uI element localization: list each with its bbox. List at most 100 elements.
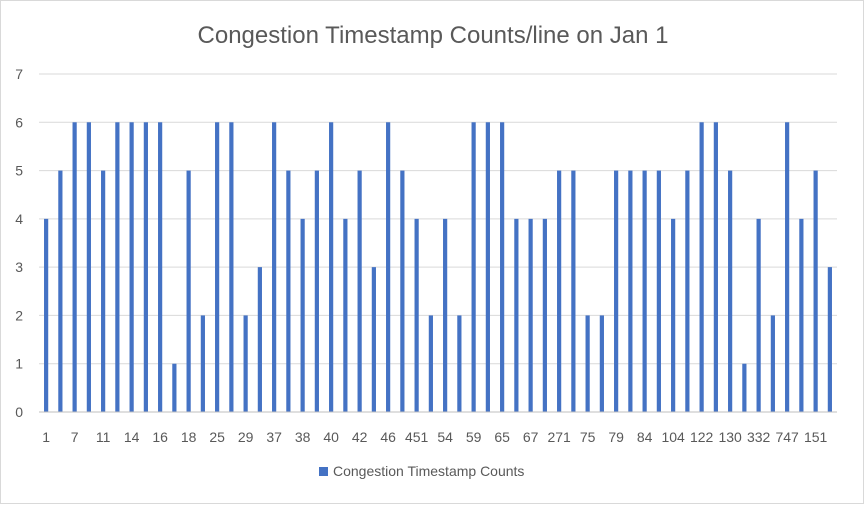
y-tick-label: 6 [15,114,23,130]
x-tick-label: 451 [405,429,429,445]
bar [699,122,704,413]
bar [314,170,319,412]
bar [243,315,248,412]
x-tick-label: 38 [295,429,311,445]
bar [443,218,448,412]
bar [129,122,134,413]
bar [528,218,533,412]
x-axis-tick-labels: 1 7 11 14 16 18 25 29 37 38 40 42 46 451 54 59 65 67 271 75… [42,429,827,445]
x-tick-label: 104 [661,429,685,445]
x-tick-label: 747 [775,429,799,445]
x-tick-label: 14 [124,429,140,445]
y-tick-label: 3 [15,259,23,275]
bar [514,218,519,412]
x-tick-label: 29 [238,429,254,445]
bar [571,170,576,412]
bar [813,170,818,412]
x-tick-label: 16 [152,429,168,445]
bar [300,218,305,412]
x-tick-label: 130 [718,429,742,445]
x-tick-label: 18 [181,429,197,445]
bar [215,122,220,413]
y-tick-label: 1 [15,356,23,372]
bar [286,170,291,412]
y-axis-tick-labels: 0 1 2 3 4 5 6 7 [15,66,23,420]
legend: Congestion Timestamp Counts [319,463,524,479]
bar [158,122,163,413]
bar [101,170,106,412]
bar [200,315,205,412]
legend-swatch [319,467,328,476]
bar [58,170,63,412]
chart-title: Congestion Timestamp Counts/line on Jan … [198,22,669,49]
x-tick-label: 46 [380,429,396,445]
x-tick-label: 59 [466,429,482,445]
y-tick-label: 7 [15,66,23,82]
y-tick-label: 2 [15,307,23,323]
x-tick-label: 25 [209,429,225,445]
bar [599,315,604,412]
x-tick-label: 65 [494,429,510,445]
bar [542,218,547,412]
legend-label: Congestion Timestamp Counts [333,463,524,479]
x-tick-label: 84 [637,429,653,445]
bar [742,363,747,412]
bar [229,122,234,413]
bar [172,363,177,412]
x-tick-label: 42 [352,429,368,445]
y-tick-label: 4 [15,211,23,227]
x-tick-label: 67 [523,429,539,445]
x-tick-label: 75 [580,429,596,445]
bar [585,315,590,412]
x-tick-label: 271 [547,429,571,445]
bar [685,170,690,412]
bar [785,122,790,413]
bar [485,122,490,413]
bar [500,122,505,413]
bar [343,218,348,412]
bar [614,170,619,412]
bar [44,218,49,412]
x-tick-label: 40 [323,429,339,445]
bar [86,122,91,413]
x-tick-label: 37 [266,429,282,445]
bar [799,218,804,412]
gridlines [39,73,837,365]
x-tick-label: 151 [804,429,828,445]
bar [728,170,733,412]
bar [671,218,676,412]
bar [557,170,562,412]
bar [329,122,334,413]
y-tick-label: 5 [15,163,23,179]
bar [656,170,661,412]
bar [257,267,262,412]
bar [272,122,277,413]
bars [44,122,832,413]
bar [827,267,832,412]
bar [414,218,419,412]
bar [371,267,376,412]
bar [628,170,633,412]
bar [357,170,362,412]
bar [642,170,647,412]
bar [386,122,391,413]
x-tick-label: 122 [690,429,714,445]
bar [770,315,775,412]
bar [457,315,462,412]
bar [713,122,718,413]
bar [471,122,476,413]
bar [143,122,148,413]
bar [72,122,77,413]
bar [756,218,761,412]
y-tick-label: 0 [15,404,23,420]
x-tick-label: 11 [96,429,111,445]
bar [186,170,191,412]
bar [400,170,405,412]
bar [428,315,433,412]
x-tick-label: 79 [608,429,624,445]
x-tick-label: 7 [71,429,79,445]
bar [115,122,120,413]
x-tick-label: 1 [42,429,50,445]
